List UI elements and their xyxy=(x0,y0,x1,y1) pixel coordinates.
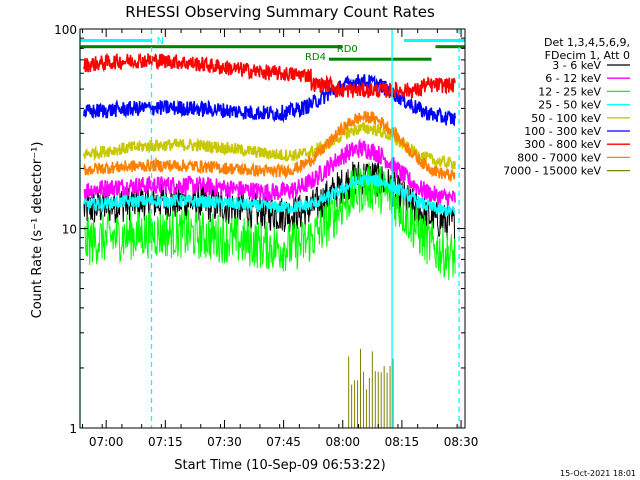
legend-entry-label: 800 - 7000 keV xyxy=(517,151,601,164)
x-tick-label: 08:00 xyxy=(325,435,360,449)
night-bar xyxy=(403,39,465,42)
series-800-7000-kev xyxy=(83,111,456,182)
x-axis-label: Start Time (10-Sep-09 06:53:22) xyxy=(174,458,385,473)
y-tick-label: 1 xyxy=(69,422,77,436)
legend-entry-label: 50 - 100 keV xyxy=(531,112,601,125)
series-6-12-kev xyxy=(83,138,456,208)
legend-entry-label: 300 - 800 keV xyxy=(524,138,601,151)
rd0-label: RD0 xyxy=(337,44,358,55)
legend-header: Det 1,3,4,5,6,9, xyxy=(544,36,630,49)
series-12-25-kev xyxy=(83,162,456,281)
night-bar xyxy=(80,39,152,42)
legend: Det 1,3,4,5,6,9,FDecim 1, Att 03 - 6 keV… xyxy=(503,36,630,178)
legend-entry-label: 25 - 50 keV xyxy=(538,99,601,112)
series-50-100-kev xyxy=(83,120,456,170)
legend-entry-label: 7000 - 15000 keV xyxy=(503,165,601,178)
x-tick-label: 07:45 xyxy=(266,435,301,449)
night-label: N xyxy=(157,36,164,47)
x-tick-label: 08:15 xyxy=(385,435,420,449)
attenuator-bar xyxy=(80,45,343,49)
series-300-800-kev xyxy=(83,52,456,100)
chart-title: RHESSI Observing Summary Count Rates xyxy=(125,3,435,21)
legend-entry-label: 6 - 12 keV xyxy=(545,72,601,85)
legend-entry-label: 3 - 6 keV xyxy=(552,59,601,72)
rd4-label: RD4 xyxy=(305,52,326,63)
rate-decimation-bar xyxy=(328,57,432,61)
legend-entry-label: 100 - 300 keV xyxy=(524,125,601,138)
x-tick-label: 07:00 xyxy=(89,435,124,449)
footer-date: 15-Oct-2021 18:01 xyxy=(560,469,636,478)
x-tick-label: 07:30 xyxy=(207,435,242,449)
y-tick-label: 10 xyxy=(62,223,77,237)
series-100-300-kev xyxy=(83,74,456,127)
x-tick-label: 08:30 xyxy=(444,435,479,449)
legend-header: FDecim 1, Att 0 xyxy=(545,49,630,62)
y-tick-label: 100 xyxy=(54,23,77,37)
axes: 07:00 07:15 07:30 07:45 08:00 08:15 08:30 1 10 10… xyxy=(54,23,478,449)
series-25-50-kev xyxy=(83,174,456,217)
y-axis-label: Count Rate (s⁻¹ detector⁻¹) xyxy=(30,142,45,319)
x-tick-label: 07:15 xyxy=(148,435,183,449)
attenuator-bar xyxy=(435,45,465,49)
legend-entry-label: 12 - 25 keV xyxy=(538,85,601,98)
plot-area: N RD4 RD0 xyxy=(79,29,465,428)
